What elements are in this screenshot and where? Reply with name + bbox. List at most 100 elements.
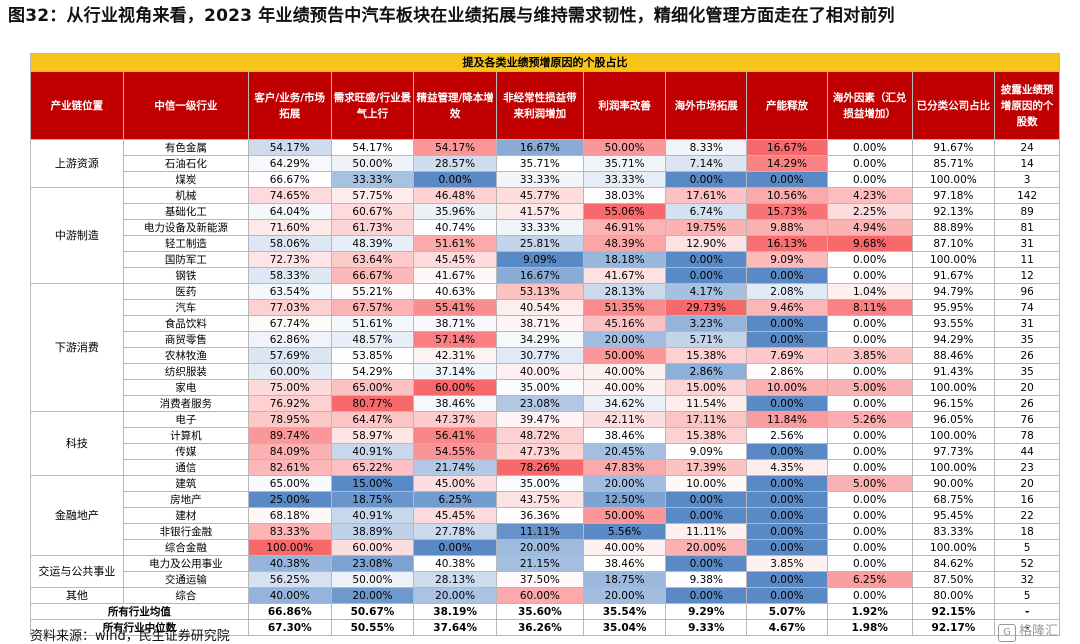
value-cell: 40.00% bbox=[247, 587, 332, 604]
value-cell: 51.61% bbox=[413, 235, 497, 252]
value-cell: 20.00% bbox=[495, 539, 584, 556]
table-row: 金融地产 建筑 65.00% 15.00% 45.00% 35.00% 20.00% 10.0… bbox=[30, 475, 1060, 556]
value-cell: 91.43% bbox=[911, 363, 996, 380]
table-row: 商贸零售 62.86% 48.57% 57.14% 34.29% 20.00% 5.71% 0… bbox=[31, 331, 1060, 348]
value-cell: 38.71% bbox=[413, 315, 497, 332]
summary-value: 92.15% bbox=[911, 603, 996, 620]
value-cell: 23.08% bbox=[495, 395, 584, 412]
table-row: 石油石化 64.29% 50.00% 28.57% 35.71% 35.71% 7.14% 1… bbox=[31, 155, 1060, 172]
value-cell: 0.00% bbox=[665, 507, 748, 524]
value-cell: 56.25% bbox=[247, 571, 332, 588]
table-row: 国防军工 72.73% 63.64% 45.45% 9.09% 18.18% 0.00% 9.… bbox=[31, 251, 1060, 268]
value-cell: 0.00% bbox=[826, 155, 913, 172]
value-cell: 47.37% bbox=[413, 411, 497, 428]
value-cell: 30.77% bbox=[495, 347, 584, 364]
value-cell: 71.60% bbox=[247, 219, 332, 236]
value-cell: 38.46% bbox=[413, 395, 497, 412]
value-cell: 7.14% bbox=[665, 155, 748, 172]
value-cell: 0.00% bbox=[746, 171, 828, 188]
value-cell: 5.26% bbox=[826, 411, 913, 428]
value-cell: 0.00% bbox=[413, 539, 497, 556]
value-cell: 77.03% bbox=[247, 299, 332, 316]
value-cell: 40.63% bbox=[413, 283, 497, 300]
value-cell: 25.81% bbox=[495, 235, 584, 252]
value-cell: 35.71% bbox=[582, 155, 667, 172]
industry-cell: 交通运输 bbox=[122, 571, 249, 588]
industry-cell: 电力及公用事业 bbox=[122, 555, 249, 572]
industry-cell: 医药 bbox=[122, 283, 249, 300]
value-cell: 0.00% bbox=[826, 459, 913, 476]
value-cell: 35.00% bbox=[495, 379, 584, 396]
value-cell: 9.09% bbox=[665, 443, 748, 460]
value-cell: 55.41% bbox=[413, 299, 497, 316]
count-cell: 3 bbox=[994, 171, 1060, 188]
value-cell: 33.33% bbox=[495, 171, 584, 188]
value-cell: 17.39% bbox=[665, 459, 748, 476]
value-cell: 85.71% bbox=[911, 155, 996, 172]
value-cell: 9.68% bbox=[826, 235, 913, 252]
industry-cell: 通信 bbox=[122, 459, 249, 476]
group-label: 其他 bbox=[30, 587, 124, 604]
value-cell: 72.73% bbox=[247, 251, 332, 268]
value-cell: 0.00% bbox=[826, 139, 913, 156]
source-note: 资料来源：wind，民生证券研究院 bbox=[30, 629, 230, 644]
value-cell: 66.67% bbox=[247, 171, 332, 188]
value-cell: 100.00% bbox=[911, 427, 996, 444]
logo-icon: G bbox=[997, 624, 1016, 642]
value-cell: 9.46% bbox=[746, 299, 828, 316]
value-cell: 45.00% bbox=[413, 475, 497, 492]
value-cell: 84.09% bbox=[247, 443, 332, 460]
value-cell: 20.00% bbox=[330, 587, 415, 604]
industry-cell: 基础化工 bbox=[122, 203, 249, 220]
count-cell: 20 bbox=[994, 475, 1060, 492]
value-cell: 54.17% bbox=[247, 139, 332, 156]
count-cell: 31 bbox=[994, 315, 1060, 332]
value-cell: 50.00% bbox=[582, 139, 667, 156]
industry-cell: 电力设备及新能源 bbox=[122, 219, 249, 236]
value-cell: 11.54% bbox=[665, 395, 748, 412]
column-header: 产能释放 bbox=[746, 71, 828, 140]
value-cell: 38.46% bbox=[582, 555, 667, 572]
value-cell: 88.46% bbox=[911, 347, 996, 364]
value-cell: 33.33% bbox=[582, 171, 667, 188]
value-cell: 100.00% bbox=[911, 379, 996, 396]
value-cell: 5.71% bbox=[665, 331, 748, 348]
table-row: 建材 68.18% 40.91% 45.45% 36.36% 50.00% 0.00% 0.0… bbox=[31, 507, 1060, 524]
column-header: 产业链位置 bbox=[30, 71, 124, 140]
value-cell: 64.29% bbox=[247, 155, 332, 172]
value-cell: 56.41% bbox=[413, 427, 497, 444]
value-cell: 65.00% bbox=[330, 379, 415, 396]
value-cell: 46.91% bbox=[582, 219, 667, 236]
summary-count: - bbox=[994, 619, 1060, 636]
value-cell: 0.00% bbox=[826, 507, 913, 524]
value-cell: 7.69% bbox=[746, 347, 828, 364]
value-cell: 68.75% bbox=[911, 491, 996, 508]
value-cell: 0.00% bbox=[826, 395, 913, 412]
value-cell: 0.00% bbox=[746, 443, 828, 460]
value-cell: 41.67% bbox=[413, 267, 497, 284]
value-cell: 48.72% bbox=[495, 427, 584, 444]
value-cell: 60.67% bbox=[330, 203, 415, 220]
value-cell: 40.91% bbox=[330, 443, 415, 460]
value-cell: 20.00% bbox=[582, 587, 667, 604]
value-cell: 5.00% bbox=[826, 379, 913, 396]
value-cell: 4.17% bbox=[665, 283, 748, 300]
value-cell: 100.00% bbox=[911, 171, 996, 188]
value-cell: 6.74% bbox=[665, 203, 748, 220]
value-cell: 40.74% bbox=[413, 219, 497, 236]
value-cell: 100.00% bbox=[911, 251, 996, 268]
value-cell: 97.73% bbox=[911, 443, 996, 460]
value-cell: 47.73% bbox=[495, 443, 584, 460]
value-cell: 11.11% bbox=[495, 523, 584, 540]
value-cell: 95.95% bbox=[911, 299, 996, 316]
industry-cell: 纺织服装 bbox=[122, 363, 249, 380]
table-row: 综合金融 100.00% 60.00% 0.00% 20.00% 40.00% 20.00%… bbox=[31, 539, 1060, 556]
value-cell: 0.00% bbox=[826, 587, 913, 604]
value-cell: 45.45% bbox=[413, 251, 497, 268]
value-cell: 17.61% bbox=[665, 187, 748, 204]
header-row: 产业链位置 中信一级行业 客户/业务/市场拓展 需求旺盛/行业景气上行 精益管理/降本增… bbox=[30, 71, 1060, 140]
industry-cell: 综合 bbox=[122, 587, 249, 604]
industry-cell: 机械 bbox=[122, 187, 249, 204]
value-cell: 45.45% bbox=[413, 507, 497, 524]
value-cell: 58.97% bbox=[330, 427, 415, 444]
